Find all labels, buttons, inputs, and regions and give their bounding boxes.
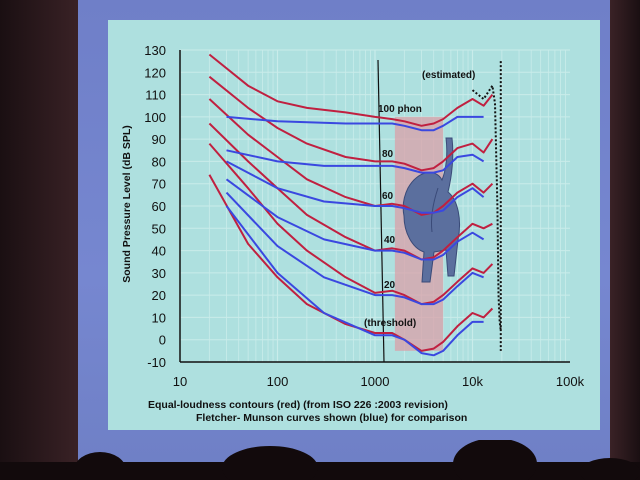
series-line-blue-6 (226, 115, 484, 132)
y-tick-label: 10 (152, 310, 166, 325)
room-right-wall (610, 0, 640, 480)
series-line-red-4 (208, 142, 494, 306)
y-tick-label: 20 (152, 288, 166, 303)
series-line-red-2 (208, 98, 494, 216)
annotation-100-phon: 100 phon (378, 104, 422, 115)
y-tick-label: 80 (152, 154, 166, 169)
series-line-red-1 (208, 75, 494, 172)
x-tick-labels: 10 100 1000 10k 100k (173, 374, 585, 389)
y-tick-label: 50 (152, 221, 166, 236)
x-tick-label: 10 (173, 374, 187, 389)
y-tick-label: 130 (144, 43, 166, 58)
x-tick-label: 1000 (361, 374, 390, 389)
y-axis-label: Sound Pressure Level (dB SPL) (121, 125, 133, 283)
room-left-wall (0, 0, 80, 480)
y-tick-label: 0 (159, 333, 166, 348)
caption-line-2: Fletcher- Munson curves shown (blue) for… (196, 412, 467, 424)
series-line-blue-11 (225, 205, 484, 357)
y-tick-label: 40 (152, 244, 166, 259)
caption-line-1: Equal-loudness contours (red) (from ISO … (148, 399, 448, 411)
y-tick-label: 120 (144, 65, 166, 80)
annotation-80: 80 (382, 149, 394, 160)
series-group (208, 53, 502, 357)
series-line-blue-8 (226, 160, 485, 214)
series-line-red-0 (208, 53, 494, 127)
y-tick-label: -10 (147, 355, 166, 370)
y-tick-label: 100 (144, 110, 166, 125)
y-tick-label: 110 (145, 88, 166, 103)
annotation-60: 60 (382, 191, 394, 202)
series-line-blue-7 (226, 149, 485, 174)
y-tick-label: 60 (152, 199, 166, 214)
x-tick-label: 100 (267, 374, 289, 389)
estimated-dotted-line (471, 82, 502, 331)
x-tick-label: 100k (556, 374, 585, 389)
annotation-40: 40 (384, 235, 396, 246)
annotation-estimated: (estimated) (422, 70, 475, 81)
slide-panel: 130 120 110 100 90 80 70 60 50 40 30 20 10 0 -10 10 100… (108, 20, 600, 430)
y-tick-label: 70 (152, 177, 166, 192)
x-tick-label: 10k (462, 374, 483, 389)
audience-silhouettes (0, 440, 640, 480)
series-line-red-3 (208, 122, 493, 261)
chart-axes (179, 50, 570, 363)
y-tick-label: 90 (152, 132, 166, 147)
annotation-20: 20 (384, 280, 396, 291)
y-tick-label: 30 (152, 266, 166, 281)
series-line-blue-9 (225, 178, 485, 261)
series-line-blue-10 (225, 191, 484, 306)
annotation-threshold: (threshold) (364, 318, 416, 329)
